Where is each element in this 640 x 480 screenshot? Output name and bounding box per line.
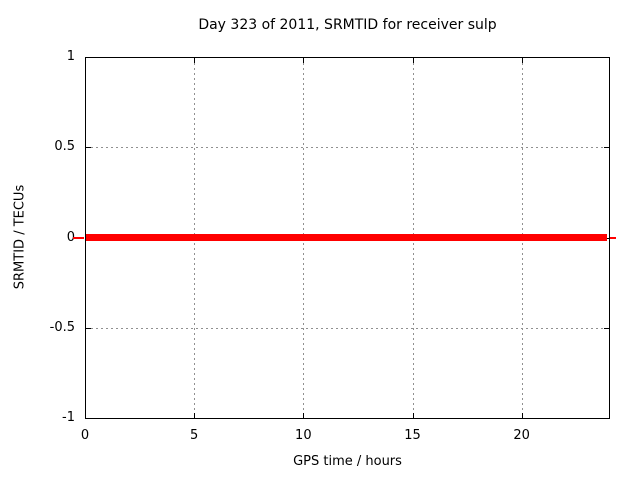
y-tick-mark-right [604,327,609,329]
x-tick-mark-bottom [412,413,414,418]
x-tick-mark-bottom [194,413,196,418]
y-tick-mark-left [86,327,91,329]
x-tick-mark-top [412,58,414,63]
y-tick-label: -1 [62,410,75,425]
x-tick-mark-top [521,58,523,63]
x-tick-label: 5 [190,428,199,443]
x-tick-label: 10 [295,428,312,443]
chart-title: Day 323 of 2011, SRMTID for receiver sul… [198,17,497,33]
series-overflow-dash-right [610,236,616,239]
x-tick-mark-top [194,58,196,63]
x-tick-label: 15 [404,428,421,443]
y-tick-label: 0 [66,229,75,245]
y-tick-label: -0.5 [49,319,75,335]
y-tick-label: 1 [66,49,75,64]
series-overflow-dash-left [73,236,84,239]
x-tick-label: 0 [80,428,90,443]
y-tick-mark-left [86,418,91,419]
y-tick-mark-right [604,418,609,419]
y-tick-mark-right [604,57,609,58]
x-tick-mark-bottom [303,413,305,418]
y-tick-mark-left [86,57,91,58]
y-tick-mark-right [604,147,609,149]
x-axis-label: GPS time / hours [293,454,402,469]
gridline-horizontal [86,147,609,149]
x-tick-mark-bottom [85,413,86,418]
x-tick-mark-bottom [521,413,523,418]
y-tick-label: 0.5 [54,139,75,155]
x-tick-mark-top [85,58,86,63]
y-tick-mark-left [86,147,91,149]
x-tick-mark-top [303,58,305,63]
x-tick-label: 20 [513,428,530,443]
gridline-horizontal [86,327,609,329]
data-series-line [86,234,607,241]
